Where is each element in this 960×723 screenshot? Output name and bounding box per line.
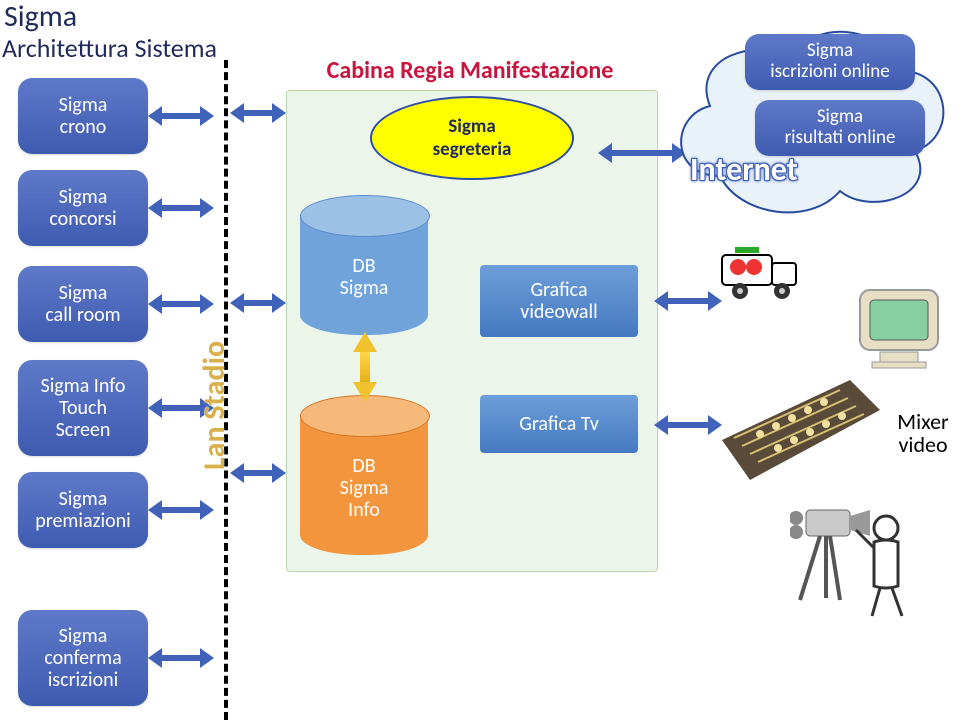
pill-touchscreen: Sigma InfoTouchScreen	[18, 360, 148, 456]
arrow-into-cabina-3	[244, 470, 272, 476]
cabina-title: Cabina Regia Manifestazione	[270, 56, 670, 85]
pill-concorsi-label: Sigmaconcorsi	[49, 186, 116, 230]
pill-conferma: Sigmaconfermaiscrizioni	[18, 610, 148, 706]
page-title: Sigma	[4, 0, 77, 35]
pill-touchscreen-label: Sigma InfoTouchScreen	[41, 375, 126, 441]
cloud-iscrizioni-label: Sigmaiscrizioni online	[770, 41, 890, 83]
pill-callroom: Sigmacall room	[18, 266, 148, 342]
pill-premiazioni-label: Sigmapremiazioni	[35, 488, 130, 532]
mixer-label: Mixervideo	[888, 410, 958, 456]
pill-concorsi: Sigmaconcorsi	[18, 170, 148, 246]
cloud-risultati-label: Sigmarisultati online	[785, 107, 896, 149]
truck-icon	[720, 245, 810, 310]
db-sigma-info-label: DBSigmaInfo	[300, 455, 428, 521]
arrow-videowall-out	[668, 298, 708, 304]
pill-crono-label: Sigmacrono	[59, 94, 108, 138]
mixer-icon	[720, 380, 880, 495]
pill-premiazioni: Sigmapremiazioni	[18, 472, 148, 548]
arrow-into-cabina-1	[244, 110, 272, 116]
page-subtitle: Architettura Sistema	[2, 32, 217, 64]
db-sigma-top	[300, 195, 430, 237]
grafica-tv-label: Grafica Tv	[519, 413, 599, 435]
arrow-touchscreen	[162, 405, 200, 411]
cameraman-icon	[790, 490, 920, 625]
grafica-tv: Grafica Tv	[480, 395, 638, 453]
sigma-segreteria-label: Sigmasegreteria	[433, 115, 512, 161]
arrow-tv-out	[668, 422, 708, 428]
arrow-into-cabina-2	[244, 300, 272, 306]
grafica-videowall-label: Graficavideowall	[520, 279, 597, 323]
pill-crono: Sigmacrono	[18, 78, 148, 154]
arrow-premiazioni	[162, 507, 200, 513]
grafica-videowall: Graficavideowall	[480, 265, 638, 337]
db-sigma-label: DBSigma	[300, 255, 428, 299]
sigma-segreteria: Sigmasegreteria	[370, 96, 574, 180]
arrow-concorsi	[162, 205, 200, 211]
cloud-iscrizioni: Sigmaiscrizioni online	[745, 34, 915, 90]
pill-conferma-label: Sigmaconfermaiscrizioni	[44, 625, 121, 691]
monitor-icon	[850, 280, 950, 385]
cloud-risultati: Sigmarisultati online	[755, 100, 925, 156]
internet-label: Internet	[690, 150, 798, 189]
lan-stadio-label: Lan Stadio	[196, 341, 233, 470]
pill-callroom-label: Sigmacall room	[45, 282, 120, 326]
arrow-crono	[162, 113, 200, 119]
arrow-callroom	[162, 301, 200, 307]
arrow-conferma	[162, 655, 200, 661]
yellow-arrow	[356, 332, 374, 402]
